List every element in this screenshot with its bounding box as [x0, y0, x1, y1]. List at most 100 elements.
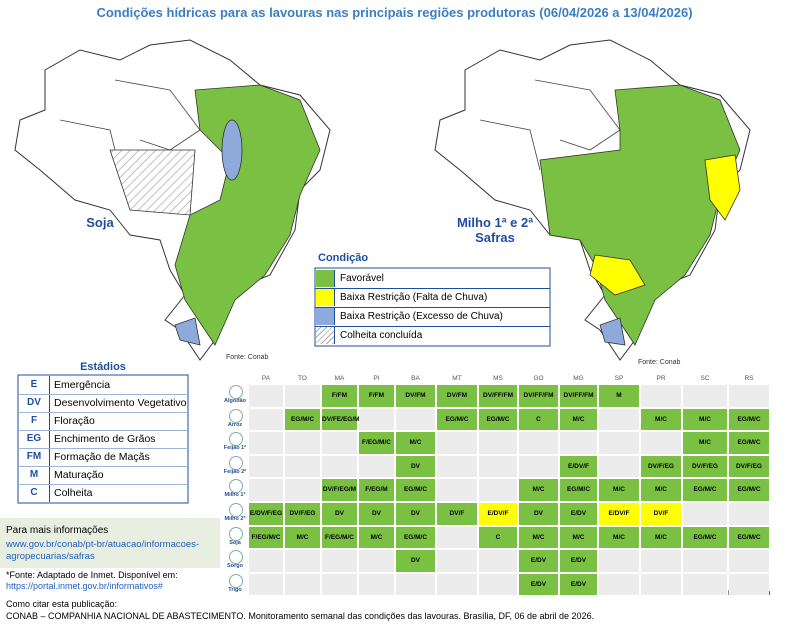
stage-code: E — [19, 376, 50, 394]
map-label: Milho 1ª e 2ª Safras — [456, 215, 534, 245]
grid-cell: M — [599, 385, 639, 407]
grid-cell: DV/FF/FM — [479, 385, 517, 407]
grid-cell: E/DV — [519, 573, 558, 596]
grid-cell: DV — [396, 455, 435, 478]
crop-label: Sorgo — [227, 563, 243, 570]
info-link[interactable]: www.gov.br/conab/pt-br/atuacao/informaco… — [6, 539, 200, 550]
crop-label: Soja — [229, 539, 241, 546]
grid-cell: DV/FM — [396, 385, 435, 407]
stage-sep — [18, 466, 188, 467]
grid-cell: EG/M/C — [683, 526, 727, 549]
grid-cell: E/DV/F — [560, 455, 597, 478]
grid-cell: DV/F — [437, 503, 477, 525]
grid-cell: E/DV/F — [599, 503, 639, 525]
grid-cell — [285, 550, 320, 572]
grid-cell — [729, 385, 769, 407]
grid-cell — [683, 573, 727, 596]
info-title: Para mais informações — [6, 525, 109, 536]
footnote-link[interactable]: https://portal.inmet.gov.br/informativos… — [6, 581, 163, 591]
state-header: PI — [373, 375, 380, 382]
legend-title: Condição — [318, 252, 369, 264]
grid-cell: F/FM — [322, 385, 357, 407]
grid-cell: EG/M/C — [729, 408, 769, 431]
source: Fonte: Conab — [226, 354, 269, 361]
grid-cell — [322, 573, 357, 596]
title: Condições hídricas para as lavouras nas … — [96, 5, 693, 20]
grid-cell: E/DV — [560, 503, 597, 525]
grid-cell: M/C — [519, 526, 558, 549]
source: Fonte: Conab — [638, 359, 681, 366]
grid-cell — [396, 573, 435, 596]
state-header: RS — [744, 375, 754, 382]
grid-cell — [437, 573, 477, 596]
grid-cell — [683, 550, 727, 572]
grid-cell — [641, 550, 681, 572]
stage-sep — [18, 430, 188, 431]
grid-cell: EG/M/C — [729, 526, 769, 549]
stage-code: F — [19, 412, 50, 430]
grid-cell: DV — [519, 503, 558, 525]
legend-swatch — [316, 270, 335, 287]
grid-cell — [249, 385, 283, 407]
crop-icon — [229, 408, 243, 423]
grid-cell: F/EG/M — [359, 479, 394, 501]
legend-sep — [315, 288, 550, 289]
grid-cell: F/EG/M/C — [359, 432, 394, 454]
legend-label: Baixa Restrição (Falta de Chuva) — [340, 292, 488, 303]
crop-icon — [229, 550, 243, 565]
grid-cell — [249, 432, 283, 454]
grid-cell: EG/M/C — [396, 479, 435, 501]
stage-sep — [18, 412, 188, 413]
grid-cell: EG/M/C — [729, 432, 769, 454]
grid-cell — [359, 408, 394, 431]
stages-title: Estádios — [80, 361, 126, 373]
state-header: MS — [493, 375, 503, 382]
grid-cell — [599, 550, 639, 572]
state-header: SP — [614, 375, 624, 382]
grid-cell — [285, 479, 320, 501]
grid-cell: DV/F/EG/M — [322, 479, 357, 501]
grid-cell: M/C — [683, 408, 727, 431]
stage-code: M — [19, 466, 50, 484]
info-link[interactable]: agropecuarias/safras — [6, 551, 95, 562]
stage-sep — [18, 394, 188, 395]
legend-swatch — [316, 327, 335, 344]
grid-cell — [729, 550, 769, 572]
legend-label: Favorável — [340, 273, 384, 284]
grid-cell — [641, 432, 681, 454]
grid-cell — [519, 432, 558, 454]
grid-cell — [683, 503, 727, 525]
grid-cell: E/DV/F — [479, 503, 517, 525]
crop-label: Feijão 2ª — [223, 468, 247, 475]
crop-label: Trigo — [228, 586, 242, 593]
grid-cell: M/C — [396, 432, 435, 454]
grid-cell: C — [479, 526, 517, 549]
stage-name: Floração — [54, 415, 95, 427]
grid-cell: DV/FM — [437, 385, 477, 407]
footnote: *Fonte: Adaptado de Inmet. Disponível em… — [6, 570, 178, 580]
crop-label: Milho 1ª — [224, 492, 246, 499]
map-label: Soja — [86, 215, 114, 230]
grid-cell: M/C — [641, 479, 681, 501]
grid-cell — [641, 573, 681, 596]
grid-cell: EG/M/C — [729, 479, 769, 501]
crop-icon — [229, 385, 243, 399]
grid-cell — [479, 550, 517, 572]
grid-cell — [641, 385, 681, 407]
grid-cell: E/DV/F/EG — [249, 503, 283, 525]
stage-name: Maturação — [54, 469, 104, 481]
info-box — [0, 518, 220, 568]
stage-sep — [18, 448, 188, 449]
state-header: MT — [452, 375, 462, 382]
grid-cell — [359, 455, 394, 478]
legend-swatch — [316, 289, 335, 306]
crop-label: Milho 2ª — [224, 516, 246, 522]
grid-cell: E/DV — [519, 550, 558, 572]
grid-cell: F/EG/M/C — [249, 526, 283, 549]
grid-cell: DV — [396, 550, 435, 572]
crop-icon — [229, 455, 243, 470]
grid-cell — [437, 479, 477, 501]
citation: CONAB – COMPANHIA NACIONAL DE ABASTECIME… — [6, 611, 595, 621]
crop-icon — [229, 432, 243, 447]
